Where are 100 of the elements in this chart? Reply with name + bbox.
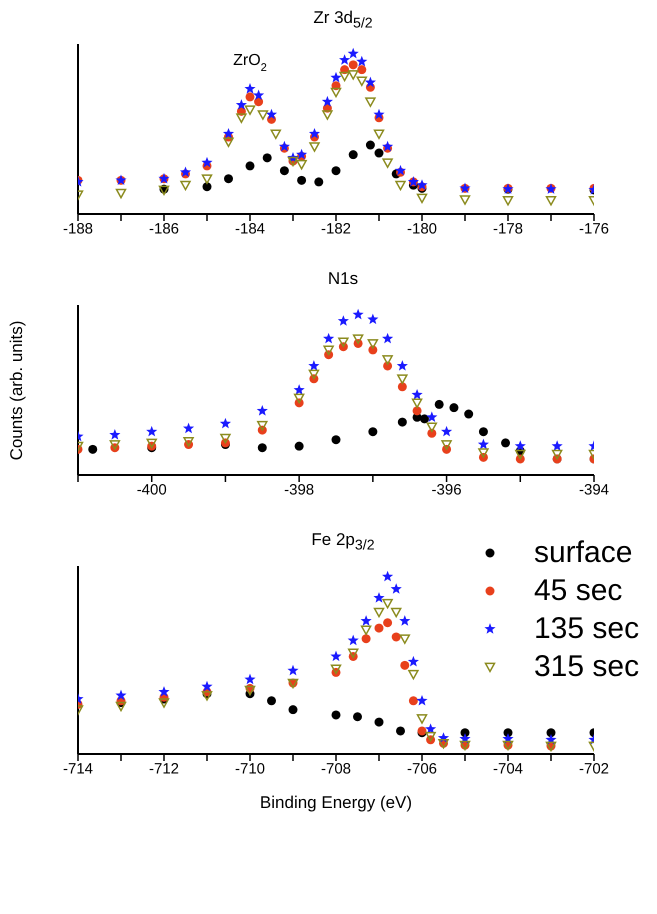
- y-axis-title: Counts (arb. units): [7, 320, 26, 460]
- x-tick-label: -702: [578, 760, 610, 778]
- point: [338, 315, 349, 326]
- legend-label: surface: [534, 535, 632, 571]
- point: [365, 97, 376, 107]
- point: [449, 403, 458, 412]
- x-tick-label: -704: [492, 760, 524, 778]
- point: [502, 196, 514, 206]
- point: [356, 76, 368, 86]
- x-tick-label: -184: [234, 220, 266, 238]
- point: [110, 440, 120, 450]
- point: [382, 140, 394, 152]
- point: [357, 65, 366, 74]
- point: [280, 166, 289, 176]
- point: [362, 634, 371, 644]
- point: [478, 438, 489, 450]
- point: [412, 398, 422, 408]
- legend-label: 315 sec: [534, 649, 640, 685]
- x-tick-label: -394: [578, 482, 610, 499]
- point: [395, 180, 406, 190]
- point: [514, 440, 526, 451]
- x-tick-label: -180: [406, 220, 438, 238]
- point: [308, 370, 320, 380]
- point: [412, 388, 423, 400]
- point: [201, 680, 213, 692]
- point: [400, 634, 410, 644]
- point: [374, 148, 384, 158]
- point: [464, 410, 474, 419]
- point: [288, 705, 298, 714]
- point: [115, 690, 127, 700]
- point: [392, 632, 401, 642]
- point: [416, 179, 428, 190]
- point: [256, 405, 268, 416]
- point: [408, 670, 419, 680]
- point: [180, 180, 191, 190]
- point: [202, 182, 212, 192]
- point: [352, 334, 364, 344]
- point: [236, 99, 247, 110]
- x-tick-label: -712: [148, 760, 180, 778]
- point: [330, 664, 342, 674]
- point: [244, 674, 256, 684]
- point: [360, 626, 372, 636]
- point: [460, 195, 470, 205]
- point: [202, 174, 212, 184]
- point: [374, 624, 384, 633]
- point: [382, 598, 393, 608]
- point: [501, 438, 510, 448]
- point: [382, 355, 393, 365]
- x-tick-label: -708: [320, 760, 352, 778]
- point: [416, 714, 428, 724]
- point: [426, 411, 438, 422]
- point: [441, 426, 452, 436]
- point: [88, 444, 98, 454]
- point: [367, 314, 378, 324]
- point: [262, 153, 272, 162]
- point: [146, 426, 158, 436]
- x-tick-label: -710: [234, 760, 266, 778]
- point: [420, 414, 429, 424]
- point: [309, 142, 320, 152]
- point: [546, 196, 556, 206]
- point: [323, 332, 334, 344]
- point: [426, 422, 438, 432]
- point: [332, 710, 340, 720]
- point: [244, 105, 256, 116]
- point: [109, 429, 120, 440]
- x-axis-title: Binding Energy (eV): [260, 793, 412, 812]
- point: [308, 128, 320, 139]
- annotation: ZrO$_{2}$: [233, 52, 267, 74]
- point: [368, 427, 378, 436]
- x-tick-label: -714: [62, 760, 94, 778]
- point: [425, 732, 436, 742]
- point: [382, 570, 394, 582]
- point: [390, 583, 402, 594]
- point: [220, 434, 231, 444]
- point: [383, 618, 392, 628]
- point: [360, 615, 372, 626]
- point: [408, 696, 418, 706]
- point: [373, 108, 385, 120]
- point: [246, 161, 254, 170]
- point: [287, 664, 299, 676]
- x-tick-label: -182: [320, 220, 352, 238]
- point: [382, 158, 393, 168]
- point: [224, 174, 233, 184]
- point: [332, 166, 340, 176]
- point: [158, 686, 170, 697]
- point: [183, 422, 194, 434]
- point: [246, 92, 254, 102]
- point: [356, 56, 368, 66]
- point: [322, 110, 333, 120]
- point: [296, 148, 308, 160]
- point: [546, 728, 556, 738]
- point: [441, 440, 452, 450]
- point: [158, 698, 170, 708]
- point: [397, 374, 408, 384]
- point: [396, 360, 408, 371]
- point: [220, 418, 231, 428]
- point: [330, 72, 342, 82]
- point: [348, 60, 358, 70]
- point: [374, 129, 384, 140]
- point: [296, 160, 307, 170]
